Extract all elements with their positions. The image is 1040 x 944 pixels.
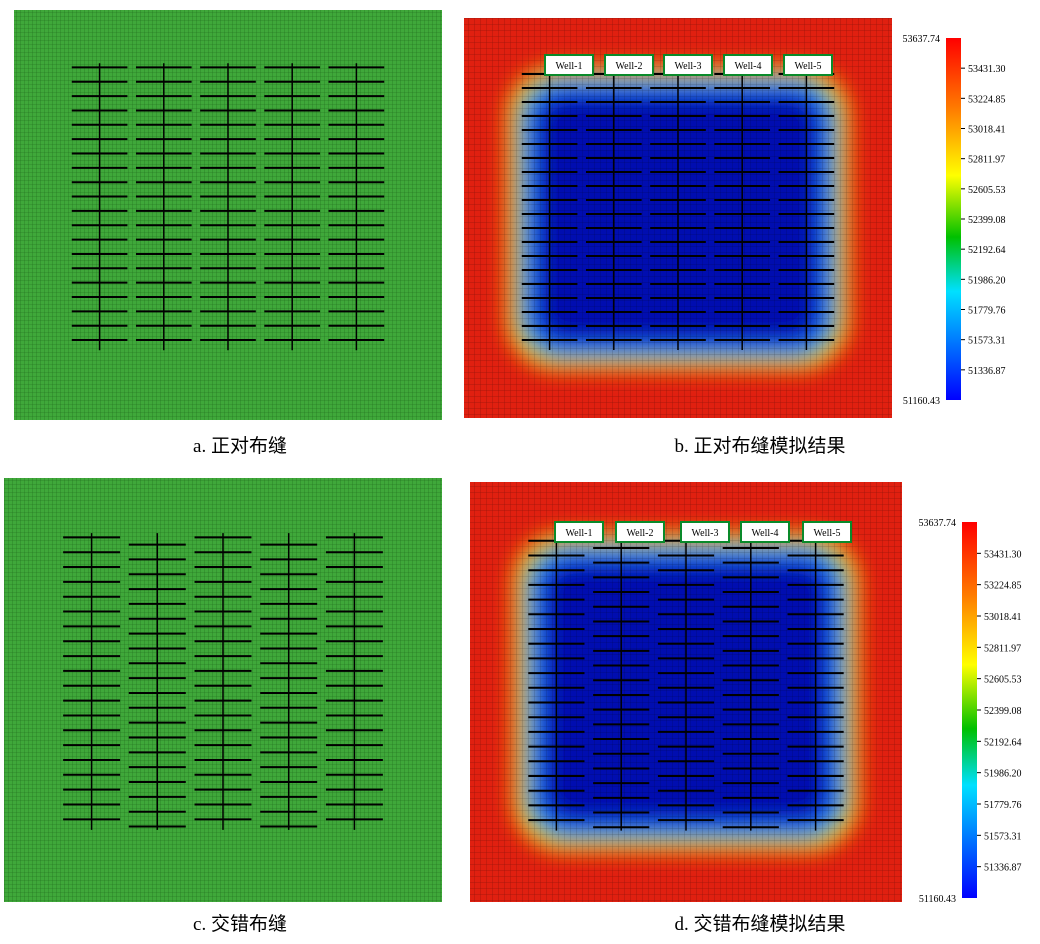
colorbar-min: 51160.43 (903, 396, 940, 407)
well-label: Well-3 (675, 61, 702, 72)
colorbar-max: 53637.74 (919, 518, 957, 529)
colorbar-tick-label: 52811.97 (984, 643, 1021, 654)
colorbar-tick-label: 52605.53 (968, 185, 1006, 196)
colorbar-tick-label: 51336.87 (984, 863, 1022, 874)
well-label: Well-5 (814, 528, 841, 539)
colorbar-tick-label: 53018.41 (984, 612, 1022, 623)
colorbar-tick-label: 51573.31 (968, 336, 1006, 347)
colorbar-tick-label: 52399.08 (968, 215, 1006, 226)
colorbar (946, 38, 961, 400)
colorbar-tick-label: 51779.76 (984, 800, 1022, 811)
colorbar-tick-label: 53224.85 (968, 94, 1006, 105)
colorbar-tick-label: 52399.08 (984, 706, 1022, 717)
colorbar-tick-label: 51986.20 (968, 275, 1006, 286)
panel-caption: c. 交错布缝 (193, 913, 287, 935)
colorbar-tick-label: 51986.20 (984, 769, 1022, 780)
colorbar-tick-label: 52192.64 (984, 737, 1022, 748)
colorbar-tick-label: 53018.41 (968, 125, 1006, 136)
well-label: Well-4 (752, 528, 779, 539)
colorbar-tick-label: 52811.97 (968, 155, 1005, 166)
figure: a. 正对布缝 Well-1 Well-2 Well-3 Well-4 Well-5 536… (0, 0, 1040, 944)
well-label: Well-5 (795, 61, 822, 72)
well-label: Well-1 (556, 61, 583, 72)
colorbar-min: 51160.43 (919, 894, 956, 905)
colorbar-tick-label: 51336.87 (968, 366, 1006, 377)
colorbar-tick-label: 51573.31 (984, 831, 1022, 842)
colorbar (962, 522, 977, 898)
well-label: Well-1 (566, 528, 593, 539)
colorbar-tick-label: 53431.30 (984, 549, 1022, 560)
panel-caption: a. 正对布缝 (193, 435, 287, 457)
panel-caption: b. 正对布缝模拟结果 (674, 435, 845, 457)
colorbar-tick-label: 52605.53 (984, 675, 1022, 686)
colorbar-tick-label: 53224.85 (984, 581, 1022, 592)
colorbar-tick-label: 51779.76 (968, 306, 1006, 317)
well-label: Well-4 (735, 61, 762, 72)
well-label: Well-3 (692, 528, 719, 539)
colorbar-tick-label: 52192.64 (968, 245, 1006, 256)
colorbar-tick-label: 53431.30 (968, 64, 1006, 75)
panel-caption: d. 交错布缝模拟结果 (674, 913, 845, 935)
well-label: Well-2 (616, 61, 643, 72)
colorbar-max: 53637.74 (903, 34, 941, 45)
well-label: Well-2 (627, 528, 654, 539)
